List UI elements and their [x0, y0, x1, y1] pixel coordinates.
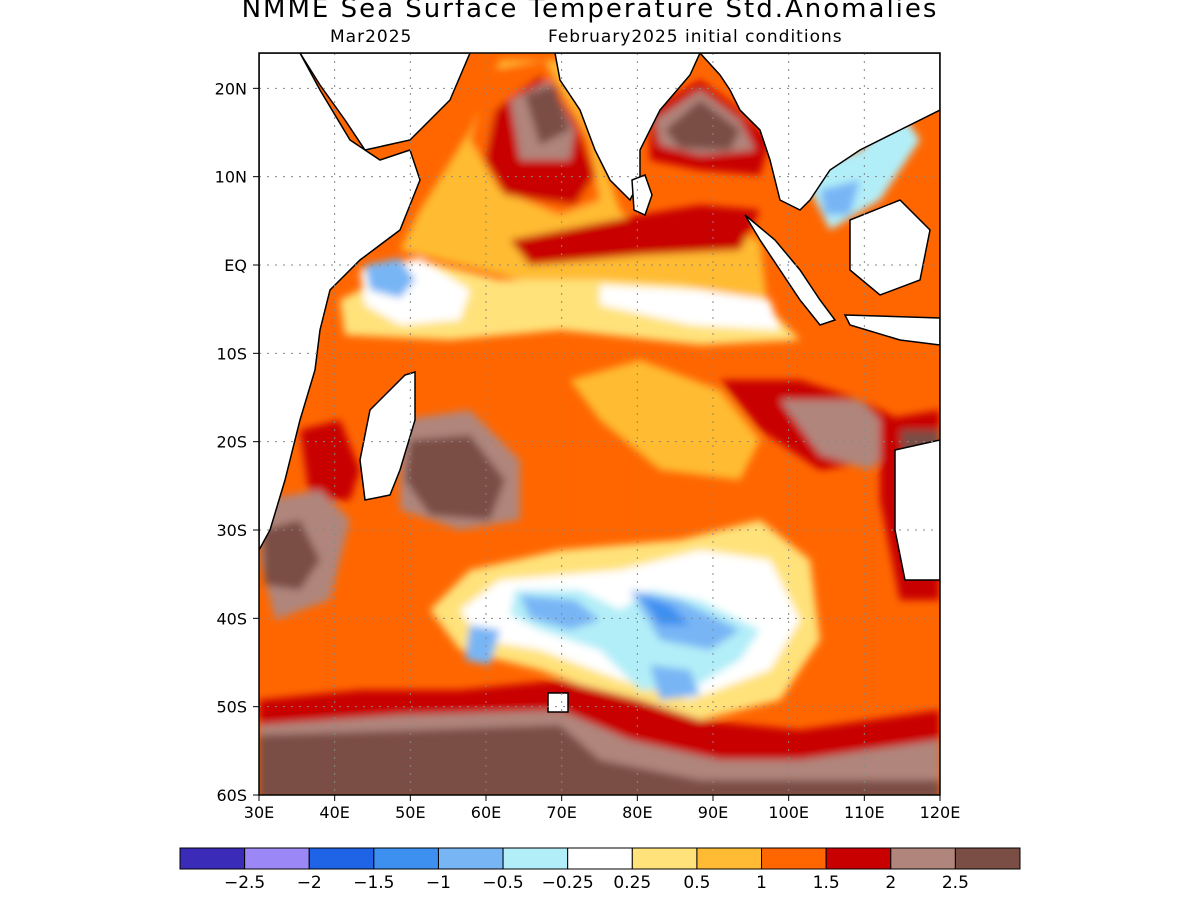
- colorbar-label: 1.5: [813, 873, 840, 893]
- graticule: [259, 53, 940, 795]
- lon-tick-label: 120E: [920, 803, 961, 822]
- colorbar-label: 0.5: [683, 873, 710, 893]
- lat-tick-label: 10S: [216, 344, 247, 363]
- latitude-axis: 20N 10N EQ 10S 20S 30S 40S 50S 60S: [215, 79, 259, 805]
- map-frame: [258, 52, 941, 796]
- colorbar-label: 0.25: [613, 873, 651, 893]
- lon-tick-label: 80E: [622, 803, 652, 822]
- lat-tick-label: 20S: [216, 433, 247, 452]
- colorbar-label: −2: [297, 873, 322, 893]
- land-masses: [259, 53, 940, 713]
- colorbar-swatch: [567, 847, 633, 870]
- colorbar-label: −1.5: [353, 873, 394, 893]
- anomaly-field: [259, 53, 940, 795]
- colorbar-swatch: [631, 847, 698, 870]
- colorbar-label: −1: [426, 873, 451, 893]
- lon-tick-label: 70E: [546, 803, 576, 822]
- colorbar-label: −0.25: [542, 873, 594, 893]
- colorbar-label: 2.5: [942, 873, 969, 893]
- lat-tick-label: 30S: [216, 521, 247, 540]
- lon-tick-label: 40E: [319, 803, 349, 822]
- colorbar-swatch: [437, 847, 504, 870]
- colorbar-swatch: [890, 847, 956, 870]
- colorbar-swatch: [696, 847, 763, 870]
- lat-tick-label: 50S: [216, 698, 247, 717]
- lon-tick-label: 60E: [471, 803, 501, 822]
- map-title: NMME Sea Surface Temperature Std.Anomali…: [241, 0, 939, 24]
- lat-tick-label: 10N: [215, 168, 247, 187]
- colorbar-swatch: [954, 847, 1021, 870]
- lon-tick-label: 110E: [844, 803, 885, 822]
- lat-tick-label: EQ: [224, 256, 247, 275]
- colorbar-swatch: [825, 847, 892, 870]
- colorbar: −2.5 −2 −1.5 −1 −0.5 −0.25 0.25 0.5 1 1.5 2 2.5: [179, 847, 1021, 893]
- colorbar-swatch: [502, 847, 569, 870]
- lat-tick-label: 60S: [216, 786, 247, 805]
- lon-tick-label: 30E: [244, 803, 274, 822]
- longitude-axis: 30E 40E 50E 60E 70E 80E 90E 100E 110E 120E: [244, 795, 961, 822]
- colorbar-label: 2: [885, 873, 896, 893]
- colorbar-swatch: [308, 847, 375, 870]
- forecast-month: Mar2025: [330, 27, 413, 47]
- colorbar-label: −0.5: [482, 873, 523, 893]
- lat-tick-label: 20N: [215, 79, 247, 98]
- lon-tick-label: 90E: [698, 803, 728, 822]
- lon-tick-label: 50E: [395, 803, 425, 822]
- lat-tick-label: 40S: [216, 609, 247, 628]
- colorbar-swatch: [179, 847, 246, 870]
- colorbar-swatch: [761, 847, 827, 870]
- colorbar-label: −2.5: [224, 873, 265, 893]
- colorbar-swatch: [373, 847, 439, 870]
- lon-tick-label: 100E: [768, 803, 809, 822]
- initial-conditions: February2025 initial conditions: [548, 27, 843, 47]
- colorbar-label: 1: [756, 873, 767, 893]
- colorbar-swatch: [244, 847, 310, 870]
